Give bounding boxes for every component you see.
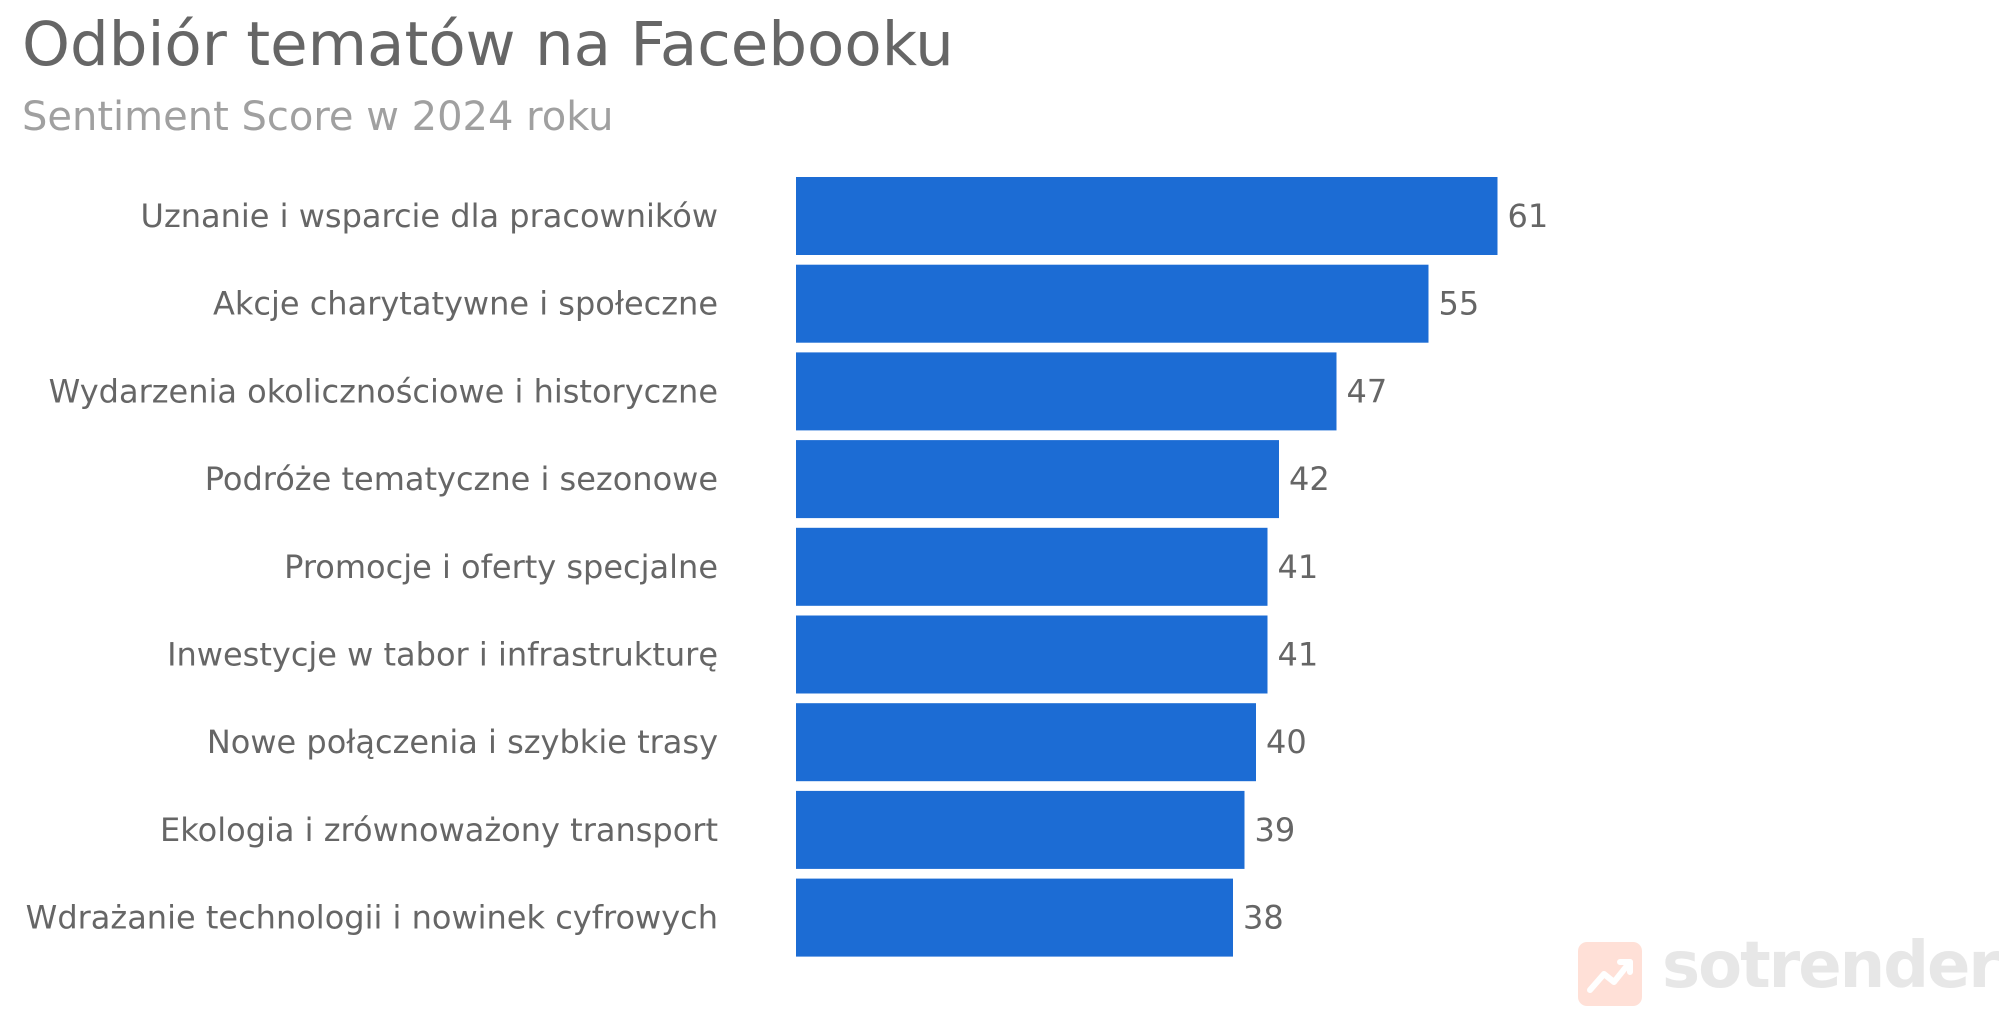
bar <box>796 527 1268 606</box>
chart-subtitle: Sentiment Score w 2024 roku <box>22 94 614 140</box>
value-label: 47 <box>1347 372 1388 410</box>
bar <box>796 440 1279 519</box>
bar <box>796 790 1245 869</box>
bar <box>796 878 1233 957</box>
chart-title: Odbiór tematów na Facebooku <box>22 9 954 80</box>
category-label: Wdrażanie technologii i nowinek cyfrowyc… <box>26 899 718 937</box>
value-label: 39 <box>1255 811 1296 849</box>
bar <box>796 352 1337 431</box>
category-label: Ekologia i zrównoważony transport <box>160 811 718 849</box>
bar <box>796 703 1256 782</box>
category-label: Uznanie i wsparcie dla pracowników <box>141 197 718 235</box>
category-label: Inwestycje w tabor i infrastrukturę <box>167 636 718 674</box>
category-label: Akcje charytatywne i społeczne <box>213 285 718 323</box>
watermark-logo-text: sotrender <box>1662 929 1999 1003</box>
sotrender-watermark: sotrender <box>1578 934 1999 1006</box>
category-label: Nowe połączenia i szybkie trasy <box>207 723 718 761</box>
value-label: 41 <box>1278 636 1319 674</box>
bar <box>796 264 1429 343</box>
bar <box>796 615 1268 694</box>
value-label: 38 <box>1243 899 1284 937</box>
value-label: 55 <box>1439 285 1480 323</box>
bar <box>796 177 1498 255</box>
value-label: 61 <box>1508 197 1549 235</box>
category-label: Wydarzenia okolicznościowe i historyczne <box>49 372 718 410</box>
bars-group: Uznanie i wsparcie dla pracowników 61 Akcj… <box>26 177 1549 957</box>
value-label: 40 <box>1266 723 1307 761</box>
value-label: 42 <box>1289 460 1330 498</box>
category-label: Podróże tematyczne i sezonowe <box>205 460 718 498</box>
value-label: 41 <box>1278 548 1319 586</box>
trend-chart-icon <box>1578 942 1642 1006</box>
category-label: Promocje i oferty specjalne <box>284 548 718 586</box>
